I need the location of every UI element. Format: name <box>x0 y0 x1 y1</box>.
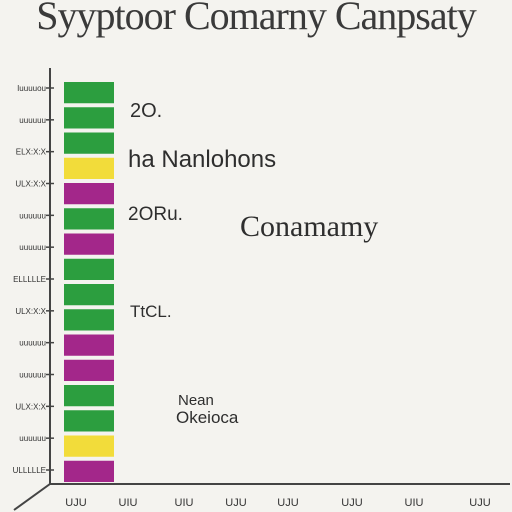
x-tick-label: UJU <box>65 497 86 509</box>
y-tick-label: ULX:X:X <box>15 307 46 316</box>
annotation-5: Nean <box>178 392 214 409</box>
x-tick-label: UIU <box>119 497 138 509</box>
x-axis-line <box>13 483 510 511</box>
x-ticks: UJU UIU UIU UJU UJU UJU UIU UJU <box>65 497 490 509</box>
bar-segment <box>64 385 114 407</box>
bar-segment <box>64 157 114 179</box>
bar-segment <box>64 233 114 255</box>
y-tick-label: uuuuuu <box>19 243 46 252</box>
x-tick-label: UJU <box>469 497 490 509</box>
bar-segment <box>64 410 114 432</box>
chart-axes <box>13 68 510 511</box>
x-tick-label: UJU <box>225 497 246 509</box>
center-label: Conamamy <box>240 210 379 243</box>
y-tick-label: uuuuuu <box>19 211 46 220</box>
annotation-3: 2ORu. <box>128 204 183 225</box>
stacked-bar <box>64 82 114 482</box>
y-tick-label: ELLLLLE <box>13 275 46 284</box>
annotation-1: 2O. <box>130 100 163 122</box>
bar-segment <box>64 107 114 129</box>
y-tick-label: ULX:X:X <box>15 402 46 411</box>
annotation-4: TtCL. <box>130 302 172 321</box>
bar-segment <box>64 258 114 280</box>
y-tick-label: uuuuuu <box>19 339 46 348</box>
bar-segment <box>64 208 114 230</box>
bar-segment <box>64 132 114 154</box>
bar-segment <box>64 460 114 482</box>
annotation-2: ha Nanlohons <box>128 146 277 173</box>
bar-segment <box>64 183 114 205</box>
y-tick-label: ELX:X:X <box>16 148 47 157</box>
bar-segment <box>64 359 114 381</box>
chart-title: Syyptoor Comarny Canpsaty <box>36 0 476 38</box>
bar-segment <box>64 284 114 306</box>
bar-segment <box>64 435 114 457</box>
y-tick-label: ULX:X:X <box>15 180 46 189</box>
annotation-6: Okeioca <box>176 408 239 427</box>
y-tick-label: Iuuuuou <box>17 84 46 93</box>
y-ticks: Iuuuuou uuuuuu ELX:X:X ULX:X:X uuuuuu uuuuuu E… <box>13 84 54 475</box>
bar-segment <box>64 309 114 331</box>
y-tick-label: uuuuuu <box>19 371 46 380</box>
x-tick-label: UIU <box>175 497 194 509</box>
bar-segment <box>64 334 114 356</box>
bar-segment <box>64 82 114 104</box>
y-tick-label: uuuuuu <box>19 434 46 443</box>
x-tick-label: UJU <box>341 497 362 509</box>
x-tick-label: UJU <box>277 497 298 509</box>
y-tick-label: ULLLLLE <box>13 466 46 475</box>
x-tick-label: UIU <box>405 497 424 509</box>
y-tick-label: uuuuuu <box>19 116 46 125</box>
